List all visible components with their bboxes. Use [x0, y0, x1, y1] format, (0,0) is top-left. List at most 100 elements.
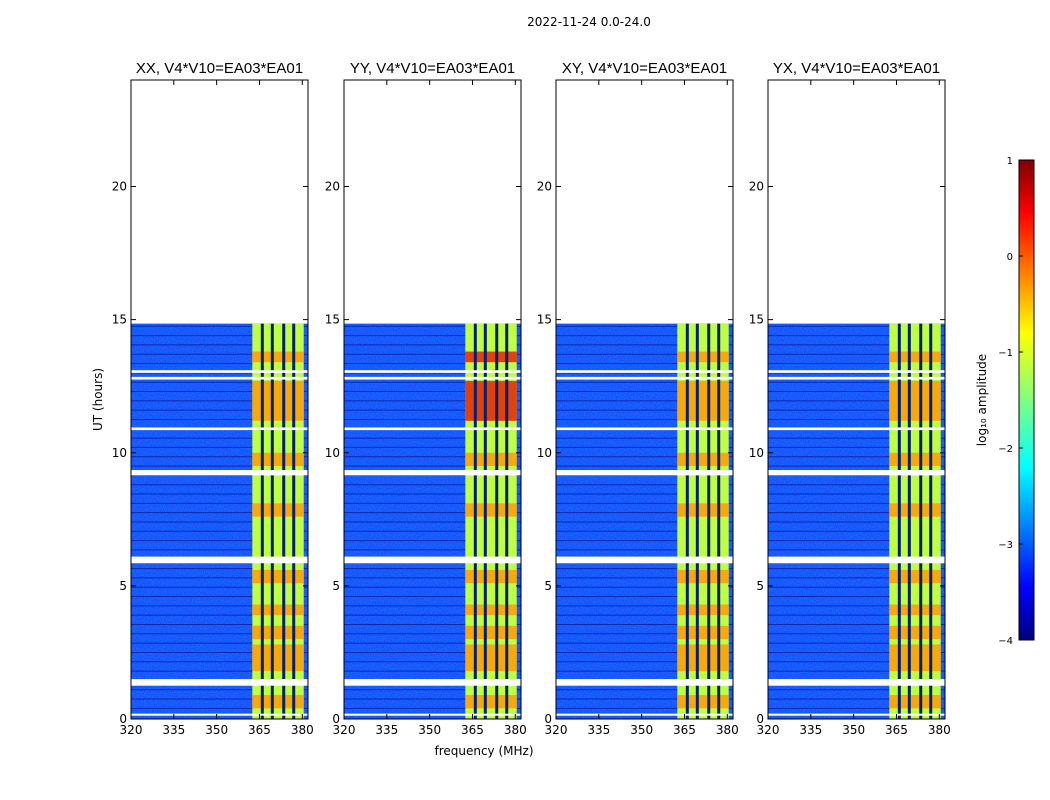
- y-tick-label: 10: [537, 446, 552, 460]
- panel-title: XY, V4*V10=EA03*EA01: [562, 60, 727, 77]
- x-tick-label: 365: [248, 723, 271, 737]
- x-tick-label: 335: [587, 723, 610, 737]
- rfi-hot-block: [252, 569, 304, 584]
- y-tick-label: 15: [325, 313, 340, 327]
- flagged-gap: [768, 376, 945, 380]
- channel-gap: [907, 323, 911, 719]
- axes-frame: [555, 79, 734, 720]
- x-tick-label: 320: [757, 723, 780, 737]
- x-tick-label: 320: [333, 723, 356, 737]
- rfi-hot-block: [465, 695, 517, 709]
- panel-yx: YX, V4*V10=EA03*EA01 320 335 350 365 380 0 5 10 1…: [749, 60, 951, 737]
- rfi-hot-block: [465, 351, 517, 363]
- channel-gap: [495, 323, 499, 719]
- rfi-hot-block: [889, 644, 941, 672]
- x-tick-label: 335: [799, 723, 822, 737]
- panel-yy: YY, V4*V10=EA03*EA01 320 335 350 365 380 0 5 10 1…: [325, 60, 527, 737]
- flagged-gap: [768, 556, 945, 564]
- x-tick-label: 320: [545, 723, 568, 737]
- panel-title: XX, V4*V10=EA03*EA01: [136, 60, 303, 77]
- colorbar-gradient: [1018, 159, 1035, 641]
- rfi-hot-block: [252, 644, 304, 672]
- flagged-gap: [131, 679, 308, 686]
- flagged-gap: [768, 470, 945, 476]
- y-tick-label: 0: [756, 712, 764, 726]
- rfi-hot-block: [677, 644, 729, 672]
- rfi-hot-block: [677, 625, 729, 640]
- rfi-hot-block: [677, 351, 729, 363]
- rfi-hot-block: [252, 380, 304, 421]
- x-tick-label: 380: [928, 723, 951, 737]
- panel-title: YX, V4*V10=EA03*EA01: [773, 60, 940, 77]
- rfi-hot-block: [465, 569, 517, 584]
- y-tick-label: 5: [119, 579, 127, 593]
- rfi-hot-block: [889, 380, 941, 421]
- flagged-gap: [556, 470, 733, 476]
- x-tick-label: 335: [375, 723, 398, 737]
- rfi-hot-block: [889, 351, 941, 363]
- colorbar: 1 0 −1 −2 −3 −4 log₁₀ amplitude: [975, 156, 1035, 647]
- channel-gap: [282, 323, 286, 719]
- rfi-hot-block: [889, 604, 941, 616]
- x-tick-label: 335: [162, 723, 185, 737]
- rfi-hot-block: [889, 695, 941, 709]
- colorbar-tick-label: 0: [1007, 252, 1013, 263]
- flagged-gap: [768, 679, 945, 686]
- rfi-hot-block: [889, 452, 941, 467]
- rfi-hot-block: [252, 351, 304, 363]
- y-tick-label: 15: [537, 313, 552, 327]
- rfi-hot-block: [889, 503, 941, 517]
- rfi-hot-block: [465, 644, 517, 672]
- x-tick-label: 380: [291, 723, 314, 737]
- figure-suptitle: 2022-11-24 0.0-24.0: [527, 15, 651, 29]
- flagged-gap: [556, 427, 733, 431]
- x-tick-label: 350: [205, 723, 228, 737]
- flagged-gap: [344, 556, 521, 564]
- flagged-gap: [556, 370, 733, 373]
- colorbar-tick-label: −4: [998, 636, 1013, 647]
- rfi-hot-block: [677, 569, 729, 584]
- rfi-hot-block: [252, 695, 304, 709]
- flagged-gap: [131, 376, 308, 380]
- rfi-hot-block: [465, 625, 517, 640]
- rfi-hot-block: [889, 625, 941, 640]
- flagged-gap: [344, 376, 521, 380]
- flagged-gap: [344, 470, 521, 476]
- flagged-gap: [344, 713, 521, 716]
- channel-gap: [292, 323, 296, 719]
- rfi-hot-block: [252, 452, 304, 467]
- y-tick-label: 0: [544, 712, 552, 726]
- rfi-hot-block: [677, 503, 729, 517]
- y-tick-label: 10: [325, 446, 340, 460]
- rfi-hot-block: [465, 604, 517, 616]
- rfi-hot-block: [465, 380, 517, 421]
- flagged-gap: [131, 427, 308, 431]
- rfi-hot-block: [677, 604, 729, 616]
- flagged-gap: [131, 370, 308, 373]
- rfi-hot-block: [889, 569, 941, 584]
- y-tick-label: 0: [119, 712, 127, 726]
- colorbar-tick-label: 1: [1007, 156, 1013, 167]
- x-tick-label: 365: [673, 723, 696, 737]
- y-tick-label: 20: [112, 180, 127, 194]
- channel-gap: [707, 323, 711, 719]
- y-tick-label: 20: [537, 180, 552, 194]
- x-tick-label: 320: [120, 723, 143, 737]
- y-tick-label: 15: [112, 313, 127, 327]
- rfi-hot-block: [252, 625, 304, 640]
- y-tick-label: 20: [325, 180, 340, 194]
- x-tick-label: 350: [630, 723, 653, 737]
- y-tick-label: 5: [332, 579, 340, 593]
- x-tick-label: 350: [842, 723, 865, 737]
- flagged-gap: [344, 679, 521, 686]
- x-tick-label: 380: [504, 723, 527, 737]
- rfi-hot-block: [677, 695, 729, 709]
- x-tick-label: 350: [418, 723, 441, 737]
- axes-frame: [767, 79, 946, 720]
- flagged-gap: [768, 427, 945, 431]
- y-tick-label: 10: [112, 446, 127, 460]
- flagged-gap: [344, 370, 521, 373]
- y-tick-label: 0: [332, 712, 340, 726]
- colorbar-label: log₁₀ amplitude: [975, 354, 989, 446]
- rfi-hot-block: [465, 452, 517, 467]
